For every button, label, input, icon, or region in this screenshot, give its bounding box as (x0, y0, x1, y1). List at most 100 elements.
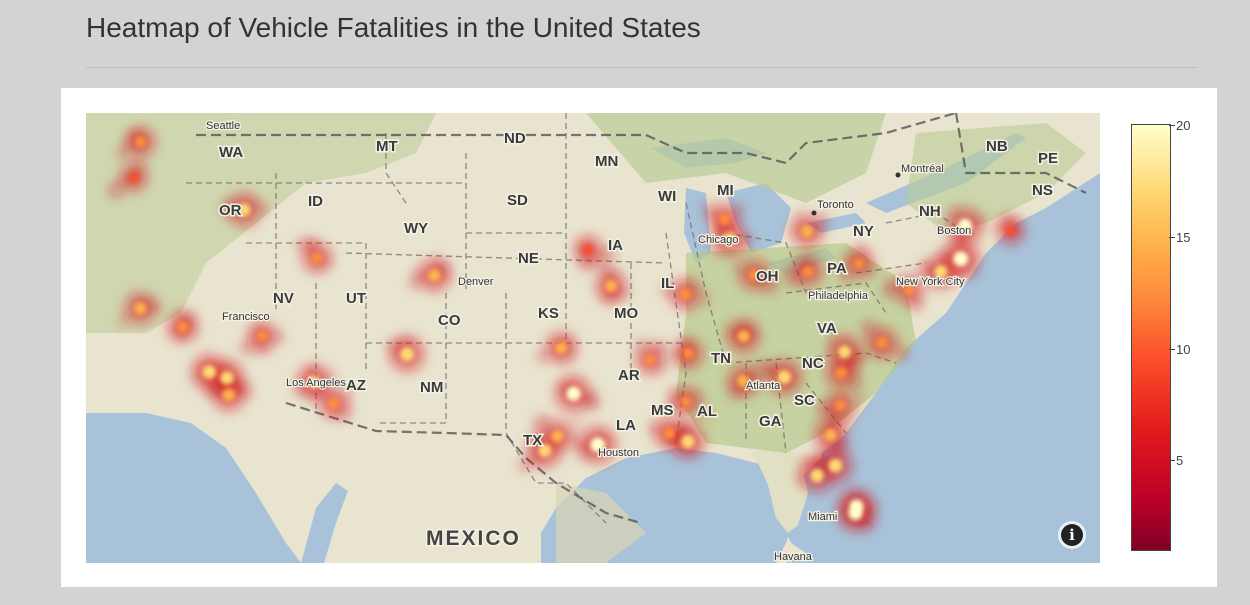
hotspot-point (777, 370, 792, 385)
state-label-wa: WA (219, 144, 243, 161)
hotspot-scatter (818, 215, 828, 224)
hotspot-scatter (152, 303, 160, 312)
hotspot-point (555, 341, 568, 354)
country-label-mexico: MEXICO (426, 527, 521, 550)
hotspot-scatter (602, 267, 615, 280)
hotspot-point (538, 444, 552, 458)
city-label-havana: Havana (774, 551, 813, 563)
city-label-atlanta: Atlanta (746, 380, 781, 392)
state-label-mi: MI (717, 182, 734, 199)
hotspot-scatter (1008, 217, 1019, 228)
hotspot-point (551, 430, 564, 443)
hotspot-point (400, 347, 414, 362)
hotspot-point (718, 213, 731, 225)
hotspot-scatter (594, 257, 605, 267)
hotspot-scatter (232, 382, 245, 394)
colorbar-tick-label: 15 (1176, 230, 1191, 245)
hotspot-scatter (241, 342, 252, 353)
hotspot-scatter (859, 351, 866, 359)
hotspot-point (802, 265, 814, 278)
hotspot-scatter (537, 352, 547, 361)
hotspot-scatter (584, 393, 596, 405)
map-canvas[interactable]: WA OR ID MT ND SD WY NV UT CO NE KS MO I… (86, 113, 1100, 563)
state-label-ny: NY (853, 223, 874, 240)
hotspot-scatter (657, 362, 665, 370)
hotspot-point (934, 265, 948, 279)
colorbar-tick (1169, 349, 1175, 350)
hotspot-scatter (863, 322, 875, 334)
hotspot-scatter (792, 224, 800, 232)
hotspot-scatter (871, 342, 878, 350)
page-title: Heatmap of Vehicle Fatalities in the Uni… (86, 12, 701, 43)
hotspot-scatter (520, 460, 530, 470)
hotspot-scatter (567, 339, 574, 346)
hotspot-point (328, 397, 340, 410)
hotspot-scatter (885, 289, 893, 297)
hotspot-scatter (616, 290, 626, 300)
state-label-al: AL (697, 403, 717, 420)
hotspot-scatter (670, 390, 682, 402)
hotspot-scatter (259, 204, 268, 212)
hotspot-scatter (579, 448, 590, 459)
hotspot-scatter (637, 340, 646, 350)
hotspot-scatter (953, 234, 965, 246)
hotspot-scatter (797, 214, 804, 221)
hotspot-scatter (840, 271, 851, 281)
hotspot-scatter (603, 292, 615, 303)
hotspot-point (566, 386, 581, 401)
hotspot-point (748, 268, 761, 281)
hotspot-scatter (703, 204, 713, 214)
hotspot-scatter (528, 436, 541, 449)
state-label-la: LA (616, 417, 636, 434)
heatmap-map[interactable]: WA OR ID MT ND SD WY NV UT CO NE KS MO I… (86, 113, 1100, 563)
hotspot-scatter (326, 372, 334, 379)
colorbar-tick (1169, 237, 1175, 238)
hotspot-scatter (845, 416, 852, 423)
hotspot-point (311, 252, 323, 264)
hotspot-point (202, 365, 217, 379)
hotspot-point (222, 388, 235, 402)
hotspot-point (834, 399, 846, 412)
hotspot-point (953, 251, 969, 267)
state-label-or: OR (219, 202, 242, 219)
hotspot-scatter (307, 365, 319, 377)
city-label-new-york-city: New York City (896, 276, 965, 288)
hotspot-point (848, 505, 863, 521)
hotspot-scatter (574, 418, 581, 425)
info-icon: i (1061, 524, 1083, 546)
hotspot-point (256, 330, 268, 342)
hotspot-scatter (414, 270, 423, 279)
state-label-nv: NV (273, 290, 294, 307)
hotspot-scatter (135, 160, 145, 170)
hotspot-scatter (812, 458, 823, 468)
state-label-mt: MT (376, 138, 398, 155)
hotspot-scatter (701, 295, 709, 303)
state-label-az: AZ (346, 377, 366, 394)
info-button[interactable]: i (1058, 521, 1086, 549)
hotspot-point (682, 347, 694, 359)
hotspot-scatter (757, 271, 770, 284)
hotspot-scatter (800, 459, 808, 467)
hotspot-scatter (830, 411, 842, 422)
hotspot-scatter (336, 410, 345, 419)
title-divider (86, 67, 1198, 68)
city-label-los-angeles: Los Angeles (286, 377, 346, 389)
hotspot-scatter (724, 327, 732, 335)
hotspot-point (853, 258, 865, 269)
hotspot-scatter (857, 247, 868, 258)
hotspot-point (590, 437, 606, 453)
hotspot-scatter (716, 226, 726, 236)
hotspot-scatter (972, 253, 979, 261)
hotspot-point (737, 374, 750, 388)
state-label-ar: AR (618, 367, 640, 384)
hotspot-point (876, 336, 888, 349)
state-label-wi: WI (658, 188, 676, 205)
hotspot-scatter (389, 341, 396, 348)
state-label-sd: SD (507, 192, 528, 209)
hotspot-scatter (785, 268, 794, 277)
hotspot-point (824, 428, 837, 442)
hotspot-scatter (663, 285, 673, 295)
city-label-seattle: Seattle (206, 120, 240, 132)
colorbar-tick-label: 20 (1176, 118, 1191, 133)
hotspot-scatter (714, 242, 723, 251)
